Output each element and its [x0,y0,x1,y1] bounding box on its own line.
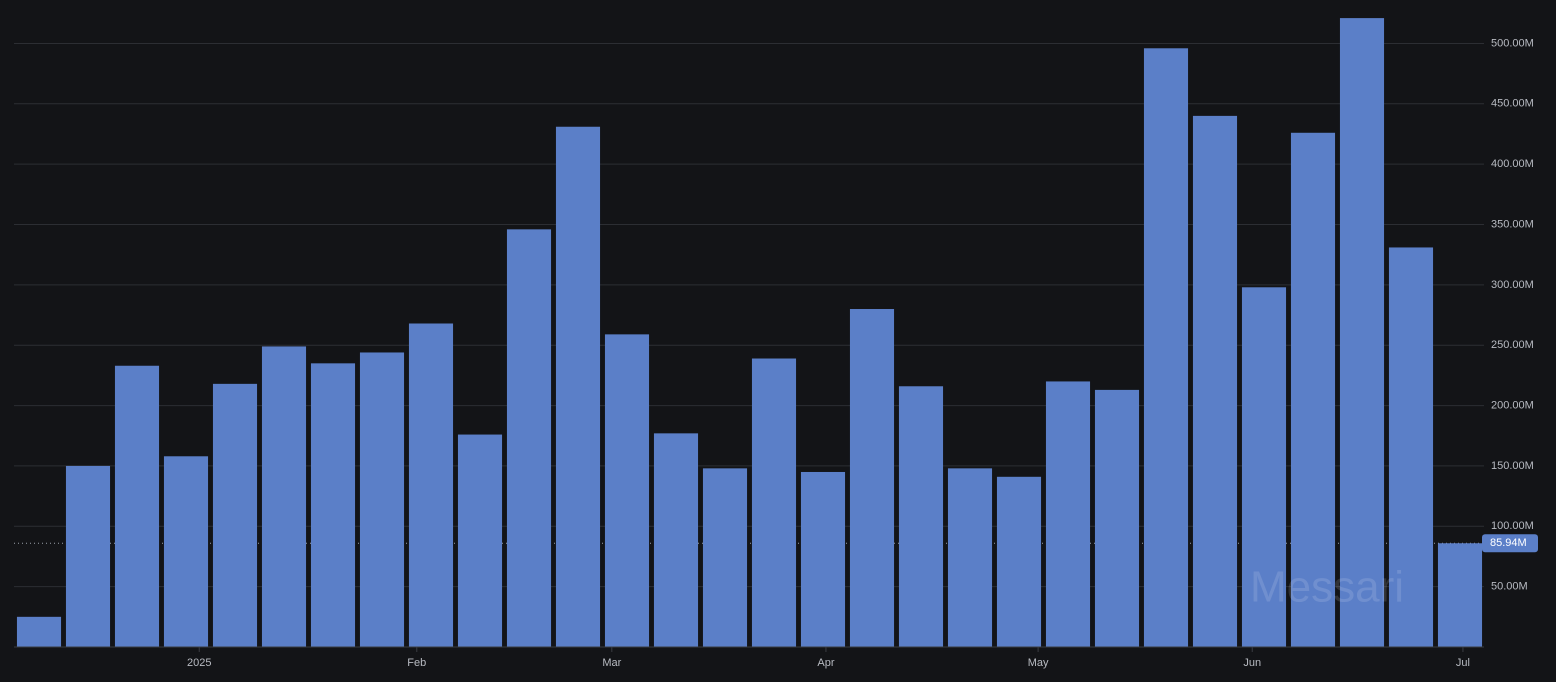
x-tick-label: Jun [1243,657,1261,669]
y-tick-label: 350.00M [1491,218,1534,230]
bar [261,346,307,647]
bar [163,456,209,647]
x-tick-label: May [1028,657,1049,669]
bar [1094,389,1140,647]
bar [65,465,111,647]
bar [702,468,748,647]
bar [653,433,699,647]
y-tick-label: 450.00M [1491,98,1534,110]
x-tick-label: Mar [602,657,621,669]
watermark: Messari [1250,563,1404,612]
last-value-label: 85.94M [1490,537,1527,549]
grid [14,42,1484,588]
bar [1290,132,1336,647]
bar [408,323,454,647]
bar [1241,287,1287,647]
bar [506,229,552,647]
y-tick-label: 500.00M [1491,37,1534,49]
bar [555,126,601,648]
y-tick-label: 50.00M [1491,581,1528,593]
bar [310,363,356,647]
y-tick-label: 200.00M [1491,399,1534,411]
bars [16,18,1483,648]
bar [359,352,405,647]
x-tick-label: Apr [817,657,834,669]
bar [898,386,944,647]
bar [1143,48,1189,648]
bar [16,616,62,647]
bar [604,334,650,647]
y-tick-label: 100.00M [1491,520,1534,532]
bar [457,434,503,647]
bar [114,365,160,647]
bar [800,471,846,647]
y-tick-label: 250.00M [1491,339,1534,351]
last-value-tag [1482,534,1538,553]
bar [849,309,895,647]
bar [1437,543,1483,647]
bar [947,468,993,647]
bar [1045,381,1091,647]
bar [1192,115,1238,647]
bar [1339,18,1385,648]
y-tick-label: 300.00M [1491,279,1534,291]
bar [996,476,1042,647]
x-tick-label: Jul [1456,657,1470,669]
bar [212,383,258,647]
x-tick-label: 2025 [187,657,211,669]
y-tick-label: 400.00M [1491,158,1534,170]
y-tick-label: 150.00M [1491,460,1534,472]
x-tick-label: Feb [407,657,426,669]
bar [1388,247,1434,647]
bar [751,358,797,647]
